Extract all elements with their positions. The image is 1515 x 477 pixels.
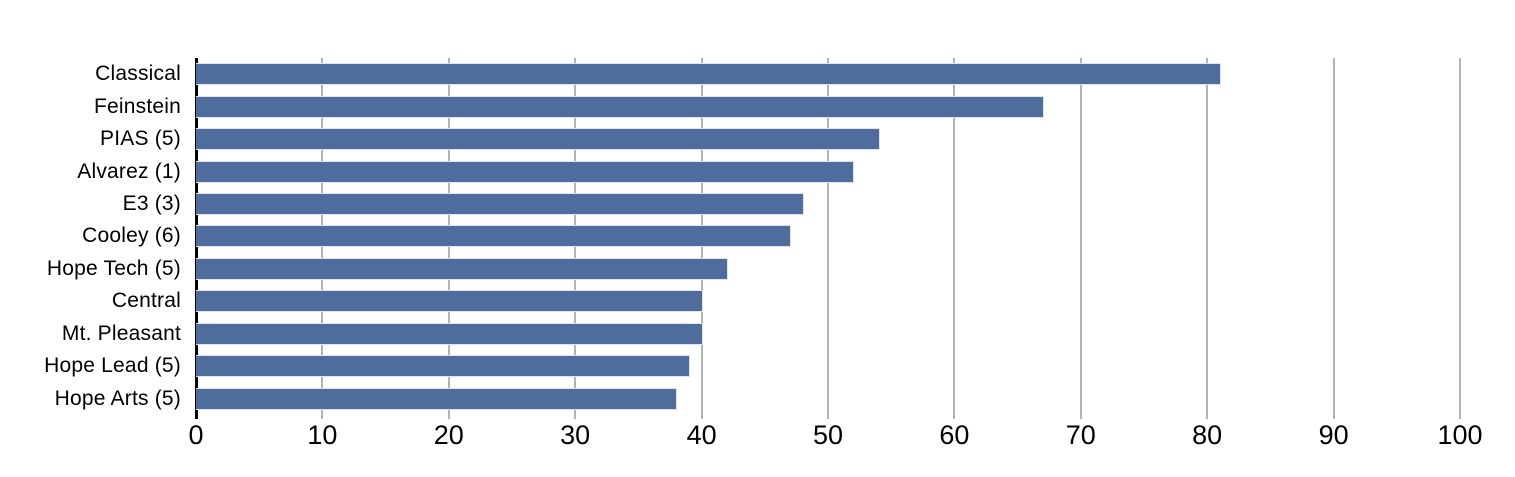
bar <box>196 290 703 313</box>
bar-row <box>196 188 1460 220</box>
x-tick-label: 90 <box>1318 420 1349 450</box>
category-label: Hope Arts (5) <box>54 386 181 410</box>
category-label: Classical <box>95 62 181 86</box>
x-tick-label: 60 <box>939 420 970 450</box>
plot-area <box>195 58 1461 419</box>
x-tick-label: 30 <box>560 420 591 450</box>
gridline <box>1079 58 1082 419</box>
category-label: Hope Lead (5) <box>44 354 181 378</box>
bar <box>196 160 855 183</box>
x-tick-label: 10 <box>307 420 338 450</box>
bar <box>196 257 728 280</box>
bar <box>196 387 678 410</box>
bar-row <box>196 318 1460 350</box>
category-label: E3 (3) <box>122 192 181 216</box>
bar-row <box>196 58 1460 90</box>
gridline <box>1332 58 1335 419</box>
x-tick-label: 40 <box>686 420 717 450</box>
bar <box>196 128 880 151</box>
gridline <box>1206 58 1209 419</box>
bar <box>196 225 792 248</box>
category-label: Feinstein <box>93 94 181 118</box>
bars-group <box>196 58 1460 415</box>
bar-row <box>196 155 1460 187</box>
x-axis-tick-labels: 0 10 20 30 40 50 60 70 80 90 100 <box>188 420 1482 454</box>
x-tick-label: 50 <box>812 420 844 450</box>
bar-row <box>196 350 1460 382</box>
bar <box>196 193 804 216</box>
x-tick-label: 100 <box>1437 420 1483 450</box>
bar-row <box>196 383 1460 415</box>
gridline <box>953 58 956 419</box>
bar-row <box>196 90 1460 122</box>
category-label: Alvarez (1) <box>77 159 181 183</box>
bar <box>196 355 690 378</box>
y-axis-labels: Classical Feinstein PIAS (5) Alvarez (1) E3 … <box>0 58 181 415</box>
bar-row <box>196 285 1460 317</box>
bar-row <box>196 123 1460 155</box>
x-tick-label: 70 <box>1065 420 1096 450</box>
gridline <box>1459 58 1461 419</box>
category-label: PIAS (5) <box>100 127 181 151</box>
bar-row <box>196 220 1460 252</box>
bar <box>196 322 703 345</box>
category-label: Mt. Pleasant <box>61 321 181 345</box>
category-label: Central <box>111 289 181 313</box>
bar <box>196 63 1221 86</box>
bar-row <box>196 253 1460 285</box>
x-tick-label: 20 <box>433 420 464 450</box>
x-tick-label: 0 <box>188 420 204 450</box>
gridline <box>827 58 829 419</box>
category-label: Hope Tech (5) <box>46 256 181 280</box>
bar <box>196 95 1044 118</box>
category-label: Cooley (6) <box>82 224 181 248</box>
x-tick-label: 80 <box>1192 420 1223 450</box>
